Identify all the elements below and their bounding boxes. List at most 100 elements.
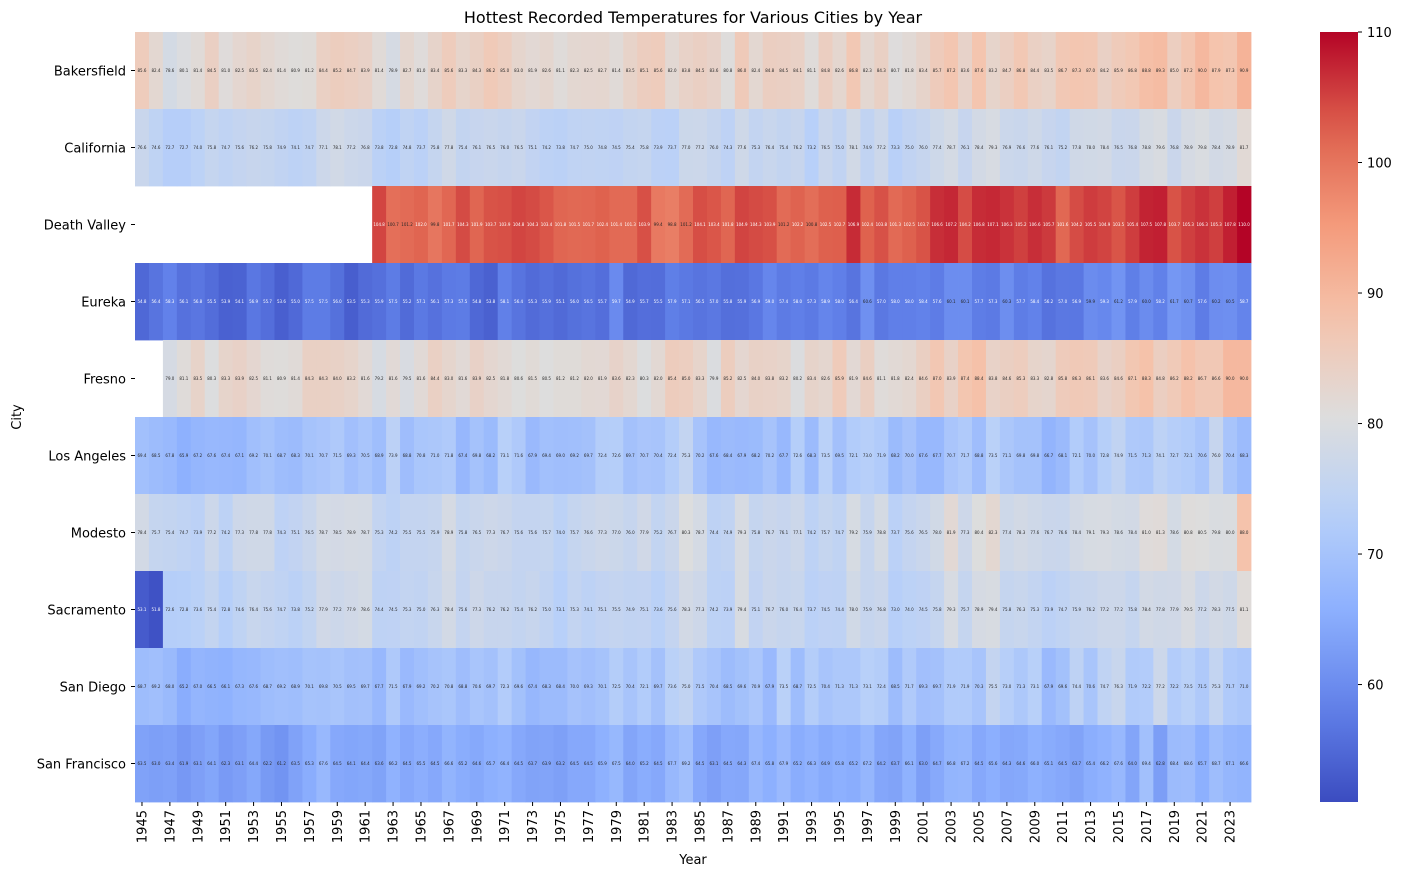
cell-label: 72.8 <box>179 607 188 612</box>
cell-label: 74.1 <box>1156 453 1165 458</box>
cell-label: 63.0 <box>919 761 928 766</box>
cell-label: 72.1 <box>1072 453 1081 458</box>
cell-label: 64.5 <box>584 761 593 766</box>
cell-label: 53.6 <box>277 299 286 304</box>
heatmap-cell <box>818 725 833 803</box>
cell-label: 74.5 <box>612 145 621 150</box>
cell-label: 84.2 <box>1100 68 1109 73</box>
cell-label: 78.7 <box>947 145 956 150</box>
heatmap-cell <box>930 494 945 572</box>
cell-label: 70.1 <box>598 684 607 689</box>
heatmap-cell <box>665 32 680 110</box>
cell-label: 101.7 <box>583 222 595 227</box>
heatmap-cell <box>1027 725 1043 803</box>
heatmap-cell <box>1069 417 1084 495</box>
x-tick-label: 1959 <box>331 810 346 843</box>
x-axis-title: Year <box>678 853 707 868</box>
heatmap-cell <box>790 494 805 572</box>
cell-label: 99.8 <box>430 222 439 227</box>
cell-label: 69.4 <box>1142 761 1151 766</box>
cell-label: 86.8 <box>849 68 858 73</box>
heatmap-cell <box>720 263 736 341</box>
cell-label: 59.0 <box>765 299 774 304</box>
heatmap-cell <box>316 417 331 495</box>
cell-label: 74.3 <box>723 145 732 150</box>
cell-label: 84.0 <box>333 376 342 381</box>
heatmap-cell <box>372 648 387 726</box>
cell-label: 80.3 <box>207 376 216 381</box>
heatmap-cell <box>386 263 401 341</box>
heatmap-cell <box>176 725 192 803</box>
heatmap-cell <box>581 571 596 649</box>
heatmap-cell <box>274 571 289 649</box>
cell-label: 88.0 <box>1240 530 1249 535</box>
cell-label: 55.5 <box>654 299 663 304</box>
cell-label: 65.9 <box>179 453 188 458</box>
heatmap-cell <box>1237 648 1252 726</box>
heatmap-cell <box>916 186 931 264</box>
cell-label: 87.3 <box>1072 68 1081 73</box>
cell-label: 72.8 <box>389 145 398 150</box>
x-tick-label: 1965 <box>414 810 429 843</box>
cell-label: 77.2 <box>877 145 886 150</box>
heatmap-cell <box>232 648 247 726</box>
heatmap-cell <box>790 725 805 803</box>
heatmap-cell <box>1125 417 1140 495</box>
cell-label: 69.7 <box>486 684 495 689</box>
heatmap-cell <box>665 648 680 726</box>
cell-label: 71.5 <box>1198 684 1207 689</box>
heatmap-cell <box>706 186 722 264</box>
cell-label: 81.9 <box>528 68 537 73</box>
heatmap-cell <box>190 109 206 187</box>
heatmap-cell <box>288 32 303 110</box>
x-tick-label: 1999 <box>889 810 904 843</box>
heatmap-cell <box>427 571 443 649</box>
y-tick-label: Fresno <box>83 373 126 388</box>
cell-label: 71.7 <box>905 684 914 689</box>
heatmap-cell <box>1013 32 1029 110</box>
cell-label: 79.3 <box>737 530 746 535</box>
heatmap-cell <box>162 417 178 495</box>
cell-label: 70.7 <box>947 453 956 458</box>
cell-label: 82.3 <box>626 376 635 381</box>
heatmap-cell <box>372 417 387 495</box>
heatmap-cell <box>1041 186 1057 264</box>
cell-label: 75.2 <box>1058 145 1067 150</box>
cell-label: 73.9 <box>654 145 663 150</box>
heatmap-cell <box>1195 571 1210 649</box>
x-tick-label: 1947 <box>163 810 178 843</box>
heatmap-cell <box>358 32 373 110</box>
x-tick-label: 1949 <box>191 810 206 843</box>
cell-label: 77.9 <box>1170 607 1179 612</box>
heatmap-cell <box>414 494 429 572</box>
heatmap-cell <box>874 417 889 495</box>
cell-label: 70.0 <box>905 453 914 458</box>
heatmap-cell <box>734 494 750 572</box>
x-tick-label: 1955 <box>275 810 290 843</box>
cell-label: 70.4 <box>1226 453 1235 458</box>
heatmap-cell <box>706 32 722 110</box>
heatmap-cell <box>1209 725 1224 803</box>
heatmap-cell <box>902 417 917 495</box>
heatmap-cell <box>400 494 415 572</box>
cell-label: 78.4 <box>1212 145 1221 150</box>
cell-label: 72.4 <box>668 453 677 458</box>
heatmap-cell <box>190 571 206 649</box>
heatmap-cell <box>804 417 819 495</box>
cell-label: 75.6 <box>458 607 467 612</box>
heatmap-cell <box>1055 417 1071 495</box>
heatmap-cell <box>553 186 568 264</box>
cell-label: 69.4 <box>542 453 551 458</box>
cell-label: 74.0 <box>556 530 565 535</box>
heatmap-cell <box>706 109 722 187</box>
heatmap-cell <box>734 571 750 649</box>
heatmap-cell <box>260 32 275 110</box>
heatmap-cell <box>888 32 903 110</box>
heatmap-cell <box>1223 32 1238 110</box>
cell-label: 76.0 <box>1212 453 1221 458</box>
heatmap-cell <box>204 494 220 572</box>
cell-label: 63.1 <box>193 761 202 766</box>
heatmap-cell <box>1013 648 1029 726</box>
heatmap-cell <box>1111 263 1126 341</box>
heatmap-cell <box>1223 186 1238 264</box>
